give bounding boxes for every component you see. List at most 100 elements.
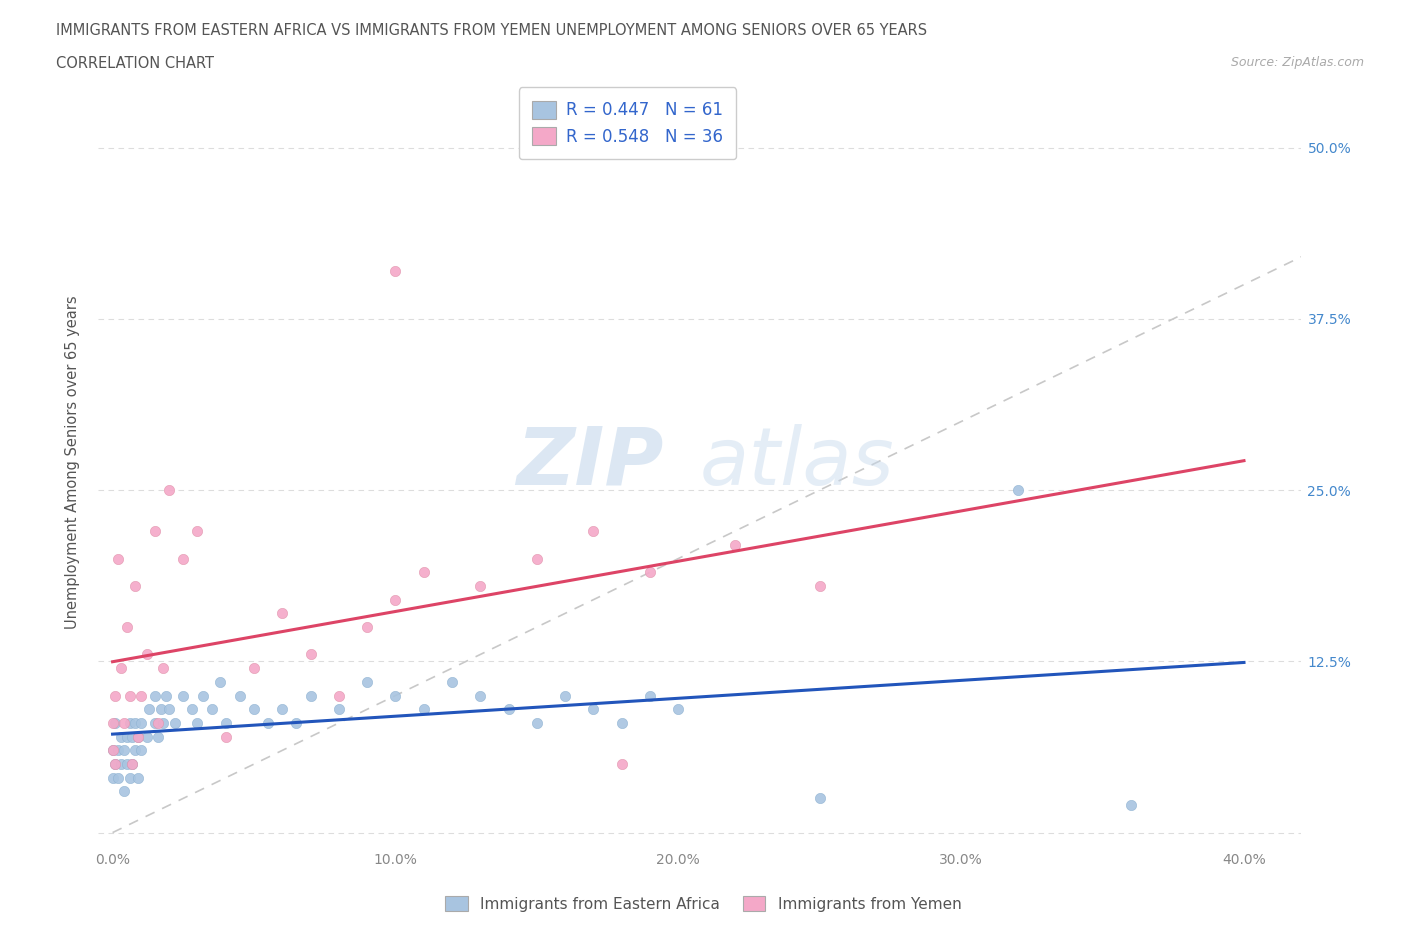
Point (186, 715, 208, 730)
Point (215, 729, 238, 744)
Point (271, 702, 294, 717)
Point (118, 688, 141, 703)
Point (356, 674, 378, 689)
Point (121, 757, 143, 772)
Point (191, 688, 214, 703)
Point (115, 619, 138, 634)
Point (200, 702, 222, 717)
Point (271, 606, 294, 621)
Point (526, 715, 548, 730)
Point (610, 715, 633, 730)
Point (127, 729, 149, 744)
Point (666, 702, 689, 717)
Point (328, 702, 350, 717)
Point (243, 702, 266, 717)
Point (104, 757, 127, 772)
Text: atlas: atlas (700, 424, 894, 501)
Point (155, 688, 177, 703)
Point (110, 729, 132, 744)
Point (101, 743, 124, 758)
Point (127, 770, 149, 785)
Point (118, 770, 141, 785)
Point (610, 757, 633, 772)
Point (328, 688, 350, 703)
Point (470, 688, 492, 703)
Point (582, 524, 605, 538)
Point (209, 674, 232, 689)
Point (101, 743, 124, 758)
Y-axis label: Unemployment Among Seniors over 65 years: Unemployment Among Seniors over 65 years (65, 296, 80, 630)
Point (299, 688, 322, 703)
Point (412, 702, 434, 717)
Point (135, 729, 157, 744)
Point (180, 702, 202, 717)
Point (104, 688, 127, 703)
Point (112, 715, 135, 730)
Point (638, 688, 661, 703)
Point (808, 578, 831, 593)
Point (115, 729, 138, 744)
Point (143, 715, 166, 730)
Point (118, 715, 141, 730)
Point (257, 715, 280, 730)
Point (157, 702, 180, 717)
Point (412, 565, 434, 579)
Point (110, 660, 132, 675)
Point (498, 702, 520, 717)
Point (101, 770, 124, 785)
Point (638, 565, 661, 579)
Point (172, 551, 194, 566)
Point (107, 770, 129, 785)
Point (104, 715, 127, 730)
Point (146, 715, 169, 730)
Point (124, 578, 146, 593)
Point (124, 715, 146, 730)
Point (152, 715, 174, 730)
Point (384, 688, 406, 703)
Point (172, 688, 194, 703)
Point (229, 688, 252, 703)
Point (299, 647, 322, 662)
Point (129, 688, 152, 703)
Point (129, 743, 152, 758)
Point (356, 619, 378, 634)
Point (157, 483, 180, 498)
Legend: R = 0.447   N = 61, R = 0.548   N = 36: R = 0.447 N = 61, R = 0.548 N = 36 (519, 87, 735, 159)
Text: CORRELATION CHART: CORRELATION CHART (56, 56, 214, 71)
Point (121, 757, 143, 772)
Text: IMMIGRANTS FROM EASTERN AFRICA VS IMMIGRANTS FROM YEMEN UNEMPLOYMENT AMONG SENIO: IMMIGRANTS FROM EASTERN AFRICA VS IMMIGR… (56, 23, 928, 38)
Text: ZIP: ZIP (516, 424, 664, 501)
Point (470, 578, 492, 593)
Point (124, 743, 146, 758)
Point (243, 660, 266, 675)
Point (163, 715, 186, 730)
Point (121, 729, 143, 744)
Point (285, 715, 308, 730)
Point (107, 743, 129, 758)
Point (101, 715, 124, 730)
Text: Source: ZipAtlas.com: Source: ZipAtlas.com (1230, 56, 1364, 69)
Legend: Immigrants from Eastern Africa, Immigrants from Yemen: Immigrants from Eastern Africa, Immigran… (439, 889, 967, 918)
Point (808, 790, 831, 805)
Point (149, 702, 172, 717)
Point (1007, 483, 1029, 498)
Point (107, 551, 129, 566)
Point (143, 524, 166, 538)
Point (215, 715, 238, 730)
Point (526, 551, 548, 566)
Point (104, 757, 127, 772)
Point (135, 647, 157, 662)
Point (112, 784, 135, 799)
Point (152, 660, 174, 675)
Point (724, 538, 747, 552)
Point (384, 263, 406, 278)
Point (1119, 798, 1142, 813)
Point (110, 757, 132, 772)
Point (127, 729, 149, 744)
Point (146, 729, 169, 744)
Point (129, 715, 152, 730)
Point (440, 674, 463, 689)
Point (582, 702, 605, 717)
Point (138, 702, 160, 717)
Point (554, 688, 576, 703)
